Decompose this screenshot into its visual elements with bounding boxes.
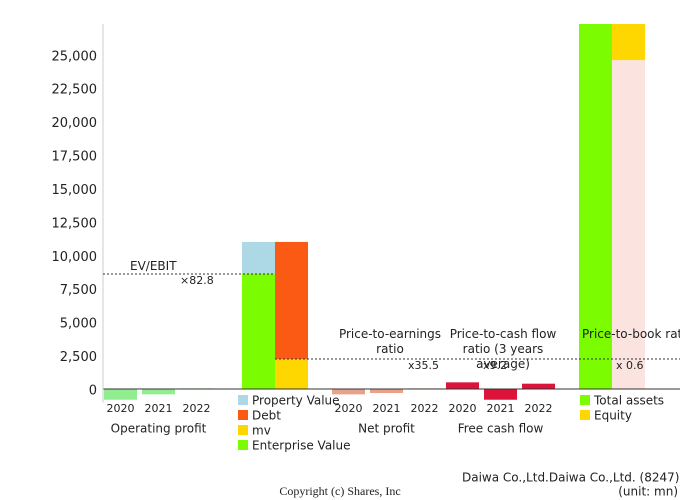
x-tick-label: 2021 xyxy=(373,402,401,415)
y-tick-label: 17,500 xyxy=(52,150,98,165)
legend-swatch xyxy=(238,410,248,420)
y-tick-label: 7,500 xyxy=(60,283,97,298)
bar-segment xyxy=(242,274,275,390)
unit: (unit: mn) xyxy=(618,485,678,499)
x-tick-label: 2021 xyxy=(145,402,173,415)
y-tick-label: 22,500 xyxy=(52,83,98,98)
legend-swatch xyxy=(580,395,590,405)
y-tick-label: 10,000 xyxy=(52,250,98,265)
bar xyxy=(446,382,479,390)
multiple-label: EV/EBIT xyxy=(130,259,177,273)
x-tick-label: 2022 xyxy=(183,402,211,415)
multiple-label: Price-to-earnings ratio xyxy=(338,327,442,356)
group-label: Free cash flow xyxy=(458,422,544,436)
x-tick-label: 2020 xyxy=(449,402,477,415)
multiple-value: x35.5 xyxy=(408,359,439,372)
bar xyxy=(142,389,175,395)
legend-swatch xyxy=(580,410,590,420)
y-tick-label: 15,000 xyxy=(52,183,98,198)
bar xyxy=(332,389,365,395)
group-label: Net profit xyxy=(358,422,415,436)
x-tick-label: 2021 xyxy=(487,402,515,415)
multiple-value: x 0.6 xyxy=(616,359,644,372)
legend-label: Equity xyxy=(594,409,632,423)
legend-swatch xyxy=(238,395,248,405)
legend-label: Total assets xyxy=(593,394,664,408)
multiple-label: Price-to-book ratio xyxy=(582,327,680,341)
y-tick-label: 2,500 xyxy=(60,350,97,365)
x-tick-label: 2020 xyxy=(107,402,135,415)
bar xyxy=(370,389,403,394)
legend-swatch xyxy=(238,425,248,435)
bar xyxy=(522,383,555,390)
legend-label: mv xyxy=(252,424,271,438)
bar-segment xyxy=(275,241,308,359)
bar-segment xyxy=(275,358,308,390)
group-label: Operating profit xyxy=(111,422,207,436)
multiple-value: ×82.8 xyxy=(180,274,214,287)
bar xyxy=(104,389,137,400)
legend-swatch xyxy=(238,440,248,450)
multiple-label: Price-to-cash flow ratio (3 years averag… xyxy=(449,327,557,371)
company: Daiwa Co.,Ltd.Daiwa Co.,Ltd. (8247) xyxy=(462,471,679,485)
y-tick-label: 5,000 xyxy=(60,317,97,332)
multiple-value: x9.2 xyxy=(483,359,507,372)
bar-segment xyxy=(612,24,645,61)
legend-label: Enterprise Value xyxy=(252,439,351,453)
legend-label: Property Value xyxy=(252,394,340,408)
bar-segment xyxy=(242,241,275,275)
x-tick-label: 2022 xyxy=(411,402,439,415)
bar-segment xyxy=(579,24,612,390)
x-tick-label: 2020 xyxy=(335,402,363,415)
x-tick-label: 2022 xyxy=(525,402,553,415)
bar-segment xyxy=(612,60,645,390)
y-tick-label: 12,500 xyxy=(52,216,98,231)
y-tick-label: 25,000 xyxy=(52,49,98,64)
copyright: Copyright (c) Shares, Inc xyxy=(279,484,400,498)
bar xyxy=(484,389,517,400)
legend-label: Debt xyxy=(252,409,281,423)
y-tick-label: 0 xyxy=(89,384,97,399)
y-tick-label: 20,000 xyxy=(52,116,98,131)
